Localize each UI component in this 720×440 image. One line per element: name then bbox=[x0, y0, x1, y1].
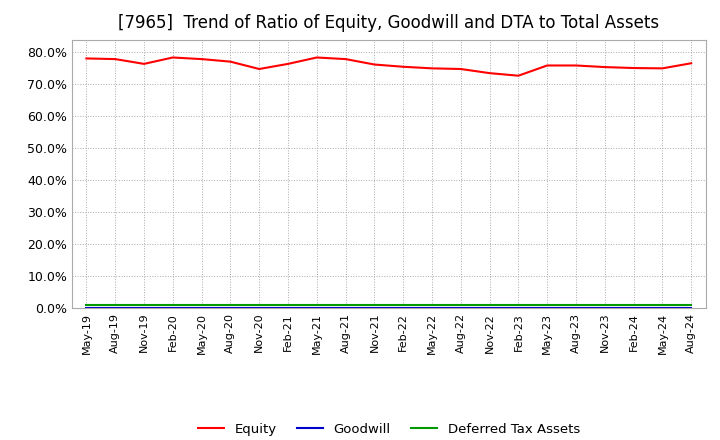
Goodwill bbox=[284, 305, 292, 311]
Equity bbox=[197, 56, 206, 62]
Goodwill bbox=[312, 305, 321, 311]
Deferred Tax Assets bbox=[168, 303, 177, 308]
Deferred Tax Assets bbox=[687, 303, 696, 308]
Goodwill bbox=[629, 305, 638, 311]
Deferred Tax Assets bbox=[284, 303, 292, 308]
Goodwill bbox=[370, 305, 379, 311]
Equity bbox=[341, 56, 350, 62]
Deferred Tax Assets bbox=[341, 303, 350, 308]
Deferred Tax Assets bbox=[197, 303, 206, 308]
Equity bbox=[456, 66, 465, 72]
Deferred Tax Assets bbox=[370, 303, 379, 308]
Goodwill bbox=[226, 305, 235, 311]
Deferred Tax Assets bbox=[428, 303, 436, 308]
Equity bbox=[572, 63, 580, 68]
Goodwill bbox=[600, 305, 609, 311]
Deferred Tax Assets bbox=[82, 303, 91, 308]
Equity bbox=[370, 62, 379, 67]
Deferred Tax Assets bbox=[514, 303, 523, 308]
Goodwill bbox=[82, 305, 91, 311]
Equity bbox=[111, 56, 120, 62]
Goodwill bbox=[168, 305, 177, 311]
Equity bbox=[226, 59, 235, 64]
Equity bbox=[140, 61, 148, 66]
Deferred Tax Assets bbox=[600, 303, 609, 308]
Goodwill bbox=[399, 305, 408, 311]
Equity bbox=[485, 70, 494, 76]
Goodwill bbox=[140, 305, 148, 311]
Goodwill bbox=[543, 305, 552, 311]
Deferred Tax Assets bbox=[226, 303, 235, 308]
Goodwill bbox=[687, 305, 696, 311]
Equity bbox=[312, 55, 321, 60]
Equity bbox=[687, 61, 696, 66]
Deferred Tax Assets bbox=[572, 303, 580, 308]
Line: Equity: Equity bbox=[86, 58, 691, 76]
Goodwill bbox=[658, 305, 667, 311]
Deferred Tax Assets bbox=[485, 303, 494, 308]
Equity bbox=[629, 66, 638, 71]
Equity bbox=[600, 64, 609, 70]
Goodwill bbox=[197, 305, 206, 311]
Deferred Tax Assets bbox=[140, 303, 148, 308]
Title: [7965]  Trend of Ratio of Equity, Goodwill and DTA to Total Assets: [7965] Trend of Ratio of Equity, Goodwil… bbox=[118, 15, 660, 33]
Legend: Equity, Goodwill, Deferred Tax Assets: Equity, Goodwill, Deferred Tax Assets bbox=[192, 418, 585, 440]
Deferred Tax Assets bbox=[111, 303, 120, 308]
Equity bbox=[82, 56, 91, 61]
Equity bbox=[428, 66, 436, 71]
Equity bbox=[255, 66, 264, 72]
Goodwill bbox=[255, 305, 264, 311]
Equity bbox=[168, 55, 177, 60]
Goodwill bbox=[456, 305, 465, 311]
Equity bbox=[399, 64, 408, 70]
Equity bbox=[658, 66, 667, 71]
Deferred Tax Assets bbox=[399, 303, 408, 308]
Goodwill bbox=[341, 305, 350, 311]
Equity bbox=[543, 63, 552, 68]
Equity bbox=[284, 61, 292, 66]
Deferred Tax Assets bbox=[658, 303, 667, 308]
Goodwill bbox=[514, 305, 523, 311]
Deferred Tax Assets bbox=[456, 303, 465, 308]
Equity bbox=[514, 73, 523, 78]
Deferred Tax Assets bbox=[629, 303, 638, 308]
Deferred Tax Assets bbox=[255, 303, 264, 308]
Deferred Tax Assets bbox=[543, 303, 552, 308]
Goodwill bbox=[428, 305, 436, 311]
Deferred Tax Assets bbox=[312, 303, 321, 308]
Goodwill bbox=[485, 305, 494, 311]
Goodwill bbox=[572, 305, 580, 311]
Goodwill bbox=[111, 305, 120, 311]
